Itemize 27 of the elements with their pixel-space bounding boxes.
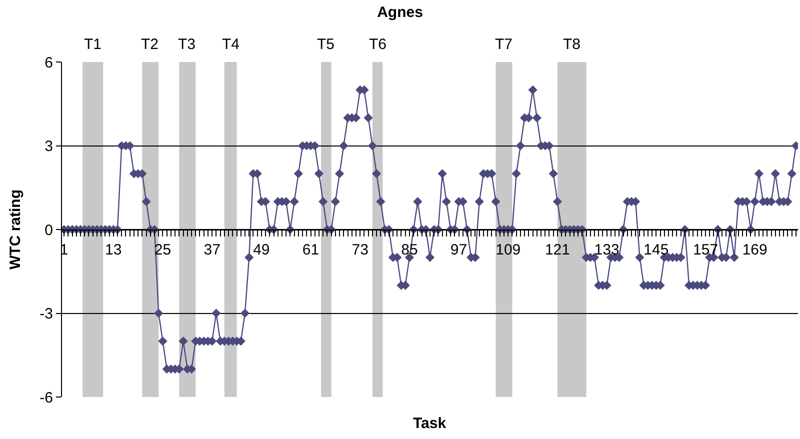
y-tick-label: 0: [44, 222, 53, 239]
x-tick-label: 37: [204, 242, 220, 258]
y-tick-label: -6: [40, 389, 53, 406]
band-label: T1: [84, 36, 102, 53]
x-tick-label: 49: [253, 242, 270, 258]
x-tick-label: 169: [742, 242, 768, 258]
x-tick-label: 97: [450, 242, 468, 258]
x-tick-label: 145: [644, 242, 669, 258]
y-tick-label: 6: [44, 54, 53, 72]
x-tick-label: 13: [105, 242, 122, 258]
band-label: T6: [369, 36, 387, 53]
x-tick-label: 121: [544, 242, 570, 258]
y-tick-label: 3: [44, 138, 53, 155]
band-label: T3: [178, 36, 196, 53]
band-label: T5: [317, 36, 335, 53]
chart-title: Agnes: [377, 4, 423, 22]
y-axis-title: WTC rating: [6, 190, 24, 270]
x-tick-label: 73: [352, 242, 368, 258]
x-axis-title: Task: [413, 415, 447, 432]
band-label: T2: [141, 36, 159, 53]
x-tick-label: 61: [302, 242, 320, 258]
x-tick-label: 133: [594, 242, 620, 258]
x-tick-label: 109: [496, 242, 521, 258]
band-label: T8: [563, 36, 581, 53]
band-label: T7: [495, 36, 513, 53]
band-label: T4: [222, 36, 240, 53]
y-tick-label: -3: [40, 306, 53, 322]
